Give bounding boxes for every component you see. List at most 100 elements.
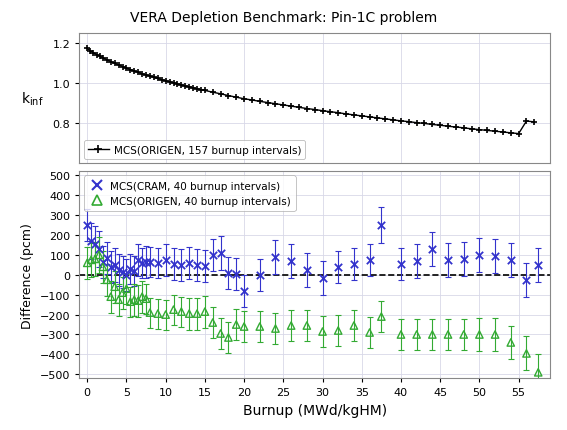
Point [443,257,452,264]
Point [522,350,531,357]
Point [122,272,131,279]
Y-axis label: k$_\mathregular{inf}$: k$_\mathregular{inf}$ [21,90,44,108]
Point [185,260,194,267]
Point [216,330,225,337]
Point [102,276,111,283]
Point [271,254,280,261]
Legend: MCS(ORIGEN, 157 burnup intervals): MCS(ORIGEN, 157 burnup intervals) [83,141,306,160]
Point [126,266,135,273]
Point [475,252,484,259]
Point [377,313,386,320]
Point [145,310,154,316]
Point [102,255,111,262]
Point [122,286,131,292]
Point [412,331,421,338]
Point [286,258,296,265]
Point [443,331,452,338]
Point [224,334,233,341]
Point [302,322,311,329]
Point [91,256,100,263]
Point [239,323,248,330]
Point [169,261,178,267]
Point [232,321,241,328]
Point [271,326,280,332]
Legend: MCS(CRAM, 40 burnup intervals), MCS(ORIGEN, 40 burnup intervals): MCS(CRAM, 40 burnup intervals), MCS(ORIG… [83,176,295,212]
Point [153,310,162,317]
Point [333,264,342,270]
Point [216,250,225,257]
Point [286,322,296,329]
Point [534,369,543,376]
X-axis label: Burnup (MWd/kgHM): Burnup (MWd/kgHM) [243,403,387,417]
Point [490,253,500,260]
Point [99,259,108,266]
Point [377,222,386,229]
Point [161,257,170,264]
Point [118,289,127,296]
Point [459,256,468,263]
Point [177,262,186,269]
Point [412,258,421,265]
Point [349,261,358,267]
Point [153,260,162,267]
Point [142,295,151,302]
Point [87,257,96,264]
Point [193,310,202,317]
Point [130,268,139,275]
Point [99,264,108,270]
Text: VERA Depletion Benchmark: Pin-1C problem: VERA Depletion Benchmark: Pin-1C problem [130,11,437,25]
Point [428,246,437,253]
Point [224,270,233,276]
Point [177,308,186,315]
Point [110,262,119,269]
Point [208,252,217,259]
Point [302,267,311,273]
Point [318,275,327,282]
Point [459,331,468,338]
Point [255,272,264,279]
Point [396,261,405,267]
Point [475,331,484,338]
Point [130,297,139,304]
Point [534,262,543,269]
Point [365,257,374,264]
Point [114,297,123,304]
Point [161,311,170,318]
Point [490,331,500,338]
Point [200,308,209,315]
Point [142,259,151,266]
Point [106,264,115,270]
Point [318,328,327,335]
Point [506,339,515,346]
Point [118,269,127,276]
Point [95,246,104,253]
Point [396,331,405,338]
Point [95,252,104,259]
Point [106,294,115,301]
Point [145,259,154,266]
Point [83,222,92,229]
Point [138,294,147,301]
Point [114,267,123,273]
Point [169,307,178,313]
Point [185,310,194,317]
Point [110,284,119,291]
Y-axis label: Difference (pcm): Difference (pcm) [22,222,34,328]
Point [134,298,143,304]
Point [232,271,241,278]
Point [138,260,147,267]
Point [91,241,100,248]
Point [193,262,202,269]
Point [134,257,143,264]
Point [428,331,437,338]
Point [506,257,515,264]
Point [83,260,92,267]
Point [87,238,96,245]
Point [349,322,358,329]
Point [200,263,209,270]
Point [522,276,531,283]
Point [208,319,217,326]
Point [239,288,248,295]
Point [365,329,374,336]
Point [255,323,264,330]
